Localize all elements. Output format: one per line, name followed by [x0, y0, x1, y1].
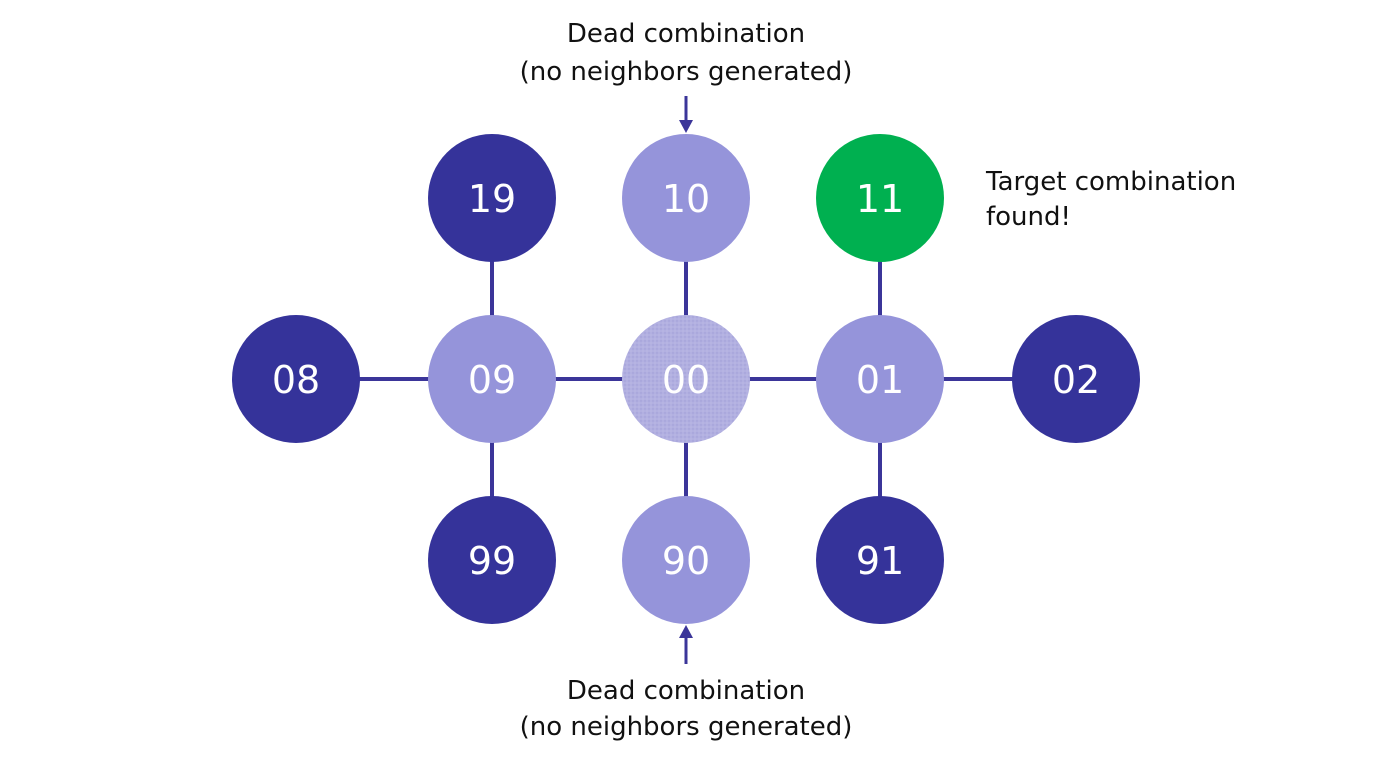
bottom-dead-title: Dead combination	[567, 676, 805, 706]
node-10: 10	[622, 134, 750, 262]
node-label-08: 08	[272, 358, 320, 402]
target-found-annotation: Target combination found!	[985, 167, 1236, 232]
node-08: 08	[232, 315, 360, 443]
node-circle-02	[1012, 315, 1140, 443]
up-arrow-icon	[679, 625, 693, 638]
node-label-02: 02	[1052, 358, 1100, 402]
node-circle-09	[428, 315, 556, 443]
node-02: 02	[1012, 315, 1140, 443]
target-found-title: Target combination	[985, 167, 1236, 197]
node-91: 91	[816, 496, 944, 624]
node-label-11: 11	[856, 177, 904, 221]
node-circle-01	[816, 315, 944, 443]
node-00: 00	[622, 315, 750, 443]
node-label-99: 99	[468, 539, 516, 583]
node-90: 90	[622, 496, 750, 624]
top-dead-subtitle: (no neighbors generated)	[520, 57, 853, 87]
bottom-dead-annotation: Dead combination (no neighbors generated…	[520, 625, 853, 742]
node-circle-00	[622, 315, 750, 443]
node-circle-11	[816, 134, 944, 262]
down-arrow-icon	[679, 120, 693, 133]
node-circle-08	[232, 315, 360, 443]
node-label-10: 10	[662, 177, 710, 221]
node-label-90: 90	[662, 539, 710, 583]
node-11: 11	[816, 134, 944, 262]
node-label-19: 19	[468, 177, 516, 221]
top-dead-annotation: Dead combination (no neighbors generated…	[520, 19, 853, 133]
node-label-09: 09	[468, 358, 516, 402]
node-circle-91	[816, 496, 944, 624]
node-label-00: 00	[662, 358, 710, 402]
target-found-subtitle: found!	[986, 202, 1071, 232]
node-circle-90	[622, 496, 750, 624]
bottom-dead-subtitle: (no neighbors generated)	[520, 712, 853, 742]
node-circle-19	[428, 134, 556, 262]
node-circle-10	[622, 134, 750, 262]
node-circle-99	[428, 496, 556, 624]
node-label-01: 01	[856, 358, 904, 402]
node-99: 99	[428, 496, 556, 624]
node-09: 09	[428, 315, 556, 443]
node-01: 01	[816, 315, 944, 443]
node-19: 19	[428, 134, 556, 262]
nodes-layer: 19 10 11 08 09 00 01 02 99 90 91	[232, 134, 1140, 624]
top-dead-title: Dead combination	[567, 19, 805, 49]
node-label-91: 91	[856, 539, 904, 583]
